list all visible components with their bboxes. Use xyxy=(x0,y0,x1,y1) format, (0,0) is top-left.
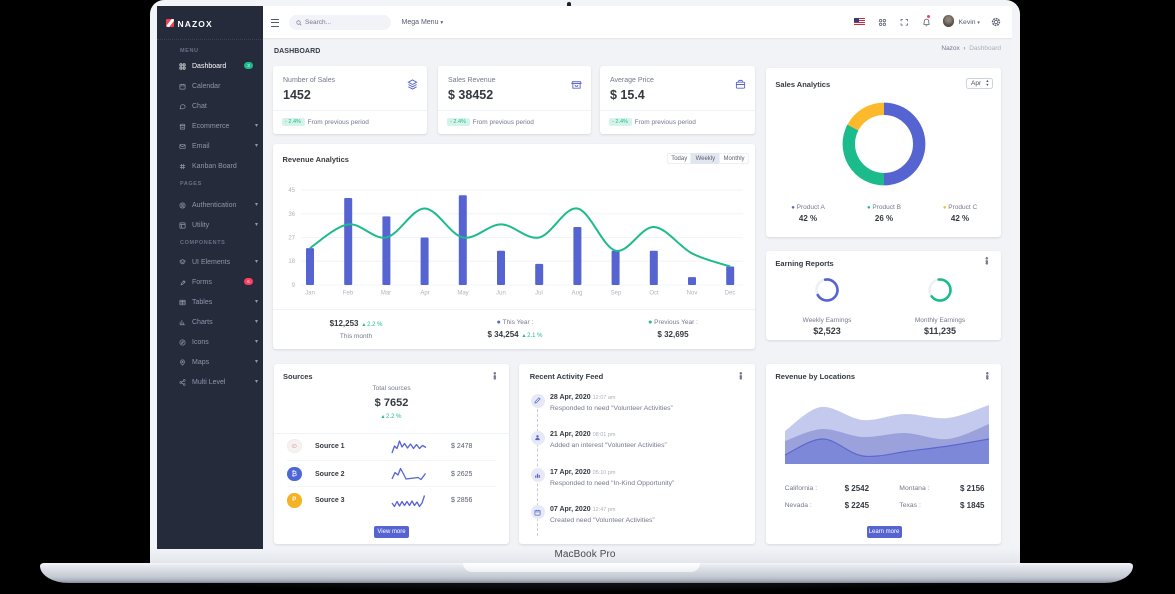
svg-text:Jun: Jun xyxy=(496,290,506,296)
svg-text:Oct: Oct xyxy=(649,290,659,296)
svg-text:Nov: Nov xyxy=(687,290,698,296)
svg-text:36: 36 xyxy=(288,211,295,217)
svg-text:Feb: Feb xyxy=(343,290,354,296)
svg-text:18: 18 xyxy=(288,259,295,265)
svg-text:Jan: Jan xyxy=(305,290,315,296)
svg-text:Jul: Jul xyxy=(535,290,543,296)
svg-text:45: 45 xyxy=(288,188,295,194)
svg-text:27: 27 xyxy=(288,235,295,241)
svg-text:Dec: Dec xyxy=(725,290,736,296)
svg-text:9: 9 xyxy=(292,283,296,289)
svg-text:Apr: Apr xyxy=(420,290,429,296)
svg-text:Aug: Aug xyxy=(572,290,583,296)
svg-text:Sep: Sep xyxy=(611,290,622,296)
svg-text:Mar: Mar xyxy=(381,290,391,296)
svg-text:May: May xyxy=(457,290,468,296)
